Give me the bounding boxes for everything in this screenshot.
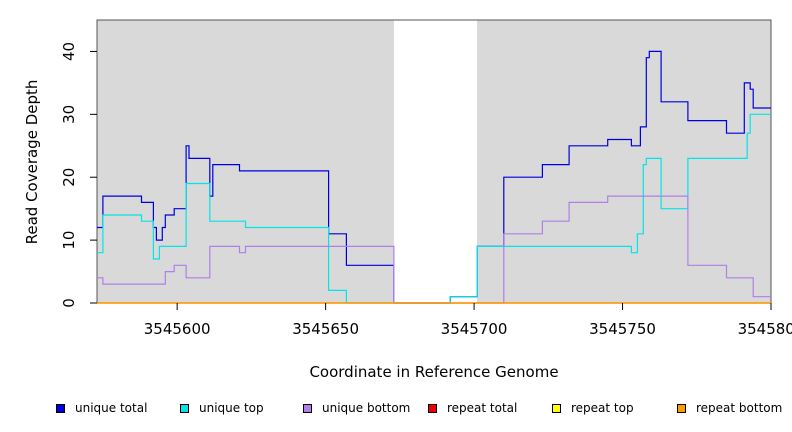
legend-swatch [303,403,312,413]
legend-label: repeat total [447,401,518,415]
y-tick-label: 40 [60,42,78,61]
y-tick-label: 30 [60,105,78,124]
x-tick-label: 3545650 [292,320,359,338]
y-tick-label: 0 [60,298,78,308]
x-tick-label: 3545750 [589,320,656,338]
legend: unique total unique top unique bottom repea… [0,398,792,420]
legend-item: repeat bottom [677,398,782,418]
legend-swatch [428,403,437,413]
legend-label: unique top [199,401,264,415]
legend-swatch [677,403,686,413]
legend-swatch [552,403,561,413]
series-lines [97,50,771,304]
legend-item: repeat top [552,398,634,418]
legend-swatch [180,403,189,413]
x-tick-label: 3545600 [144,320,211,338]
legend-label: unique bottom [322,401,411,415]
legend-item: unique bottom [303,398,410,418]
x-axis-label: Coordinate in Reference Genome [309,363,558,381]
shaded-regions [97,20,771,303]
y-tick-label: 20 [60,168,78,187]
y-axis-label: Read Coverage Depth [23,80,41,245]
shaded-region-2 [477,20,771,303]
legend-item: unique total [56,398,147,418]
y-tick-label: 10 [60,231,78,250]
y-axis: 0 10 20 30 40 [60,42,97,308]
legend-item: unique top [180,398,264,418]
legend-swatch [56,403,65,413]
legend-label: repeat bottom [696,401,783,415]
legend-label: repeat top [571,401,634,415]
x-tick-label: 3545700 [441,320,508,338]
shaded-region-1 [97,20,394,303]
legend-item: repeat total [428,398,517,418]
legend-label: unique total [75,401,148,415]
